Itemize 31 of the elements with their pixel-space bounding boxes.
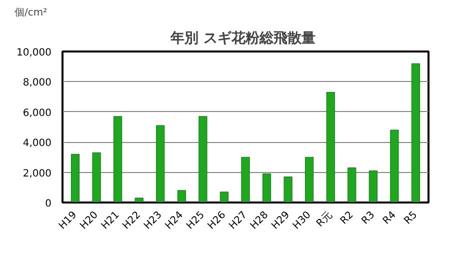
x-tick-label: R4 <box>381 210 398 227</box>
x-tick-label: R元 <box>314 210 335 230</box>
x-tick-label: R5 <box>402 210 420 227</box>
y-tick-label: 8,000 <box>22 78 52 89</box>
y-tick-label: 6,000 <box>22 108 52 119</box>
bar <box>326 92 335 202</box>
bar <box>134 198 144 202</box>
y-tick-label: 4,000 <box>22 138 52 150</box>
bar <box>262 174 272 202</box>
x-tick-label: H21 <box>100 210 122 232</box>
y-tick-label: 10,000 <box>16 48 52 58</box>
x-tick-label: R2 <box>338 210 356 227</box>
bar <box>390 130 399 202</box>
bar <box>348 168 356 202</box>
bar <box>198 116 208 202</box>
y-tick-label: 2,000 <box>22 168 52 180</box>
x-tick-label: R3 <box>360 210 378 227</box>
bar <box>411 63 420 202</box>
bar <box>177 190 186 202</box>
bar <box>368 170 378 202</box>
bar <box>284 176 292 202</box>
bar <box>156 125 165 202</box>
y-tick-label: 0 <box>45 198 52 210</box>
bar <box>92 152 101 202</box>
bar <box>220 192 229 202</box>
chart-title: 年別 スギ花粉総飛散量 <box>170 30 316 46</box>
bar <box>241 156 250 202</box>
bar <box>305 156 314 202</box>
bar <box>70 154 80 202</box>
bar <box>114 116 122 202</box>
y-axis-title: 個/cm² <box>14 8 48 18</box>
